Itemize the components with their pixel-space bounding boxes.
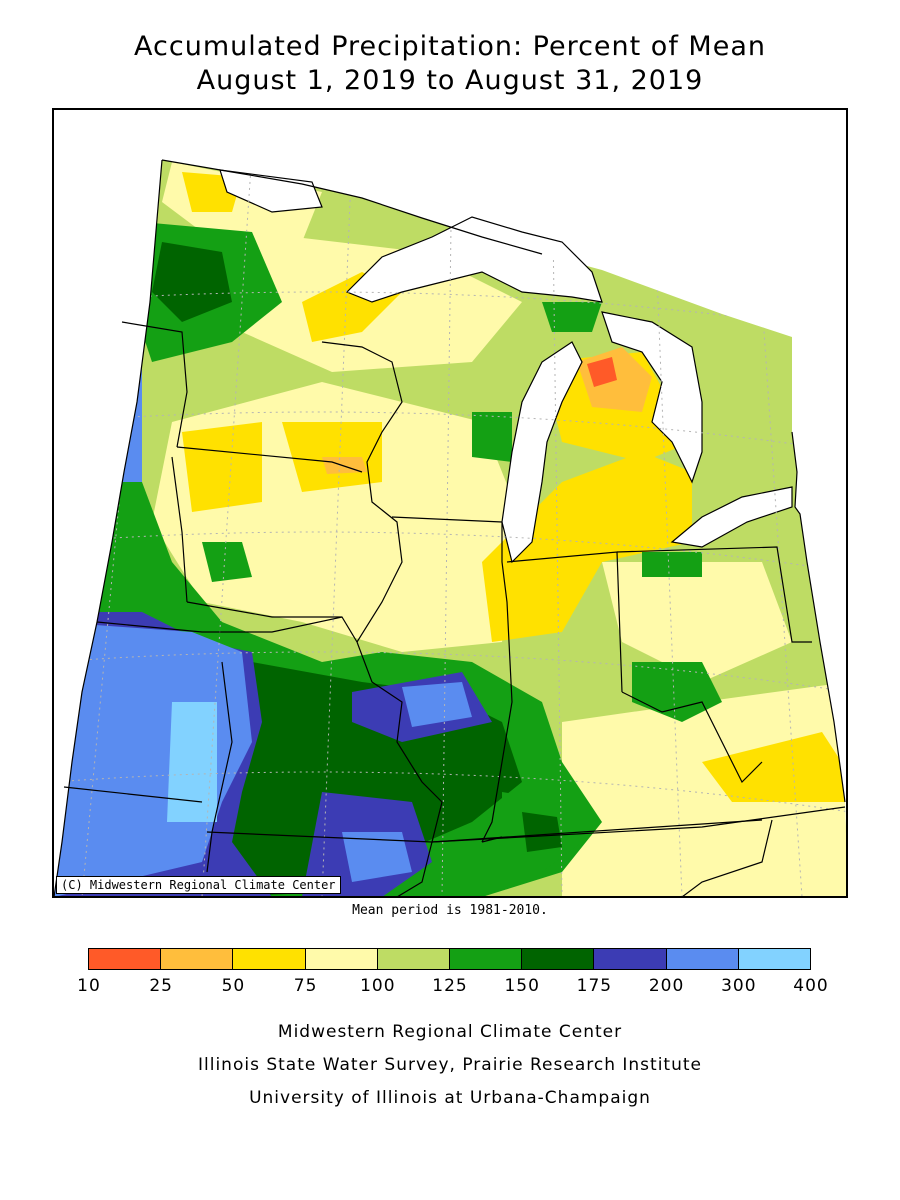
lake-erie — [670, 486, 793, 548]
legend-tick-labels: 10 25 50 75 100 125 150 175 200 300 400 — [0, 976, 900, 1000]
legend-tick-label: 200 — [648, 976, 685, 996]
legend-swatch — [232, 948, 306, 970]
legend-tick-label: 400 — [793, 976, 829, 996]
legend-swatch — [449, 948, 523, 970]
mean-period-note: Mean period is 1981-2010. — [352, 903, 548, 918]
legend-tick-label: 50 — [221, 976, 246, 996]
precipitation-map: (C) Midwestern Regional Climate Center — [52, 108, 848, 898]
map-title: Accumulated Precipitation: Percent of Me… — [134, 31, 766, 62]
lake-michigan — [501, 341, 583, 564]
legend-swatch — [737, 948, 812, 970]
legend-tick-label: 150 — [504, 976, 540, 996]
lat-lon-grid — [54, 160, 846, 896]
lake-superior — [345, 216, 603, 303]
credit-line-2: Illinois State Water Survey, Prairie Res… — [198, 1055, 702, 1075]
legend-tick-label: 25 — [149, 976, 174, 996]
credit-line-3: University of Illinois at Urbana-Champai… — [249, 1088, 651, 1108]
legend-swatch — [593, 948, 667, 970]
map-date-range: August 1, 2019 to August 31, 2019 — [196, 65, 704, 96]
legend-tick-label: 125 — [432, 976, 468, 996]
legend-swatch — [88, 948, 162, 970]
map-canvas — [54, 159, 846, 896]
legend-tick-label: 10 — [77, 976, 101, 996]
legend-tick-label: 175 — [576, 976, 613, 996]
legend-tick-label: 100 — [360, 976, 396, 996]
credit-line-1: Midwestern Regional Climate Center — [277, 1022, 623, 1042]
color-legend — [88, 948, 812, 970]
copyright-label: (C) Midwestern Regional Climate Center — [56, 876, 341, 894]
legend-tick-label: 75 — [293, 976, 318, 996]
legend-tick-label: 300 — [721, 976, 757, 996]
legend-swatch — [376, 948, 451, 970]
state-borders — [54, 159, 846, 896]
great-lakes — [219, 169, 793, 564]
lake-huron — [601, 311, 703, 484]
legend-swatch — [665, 948, 739, 970]
legend-swatch — [521, 948, 595, 970]
legend-swatch — [160, 948, 234, 970]
north-white-area — [219, 169, 323, 213]
legend-swatch — [304, 948, 378, 970]
